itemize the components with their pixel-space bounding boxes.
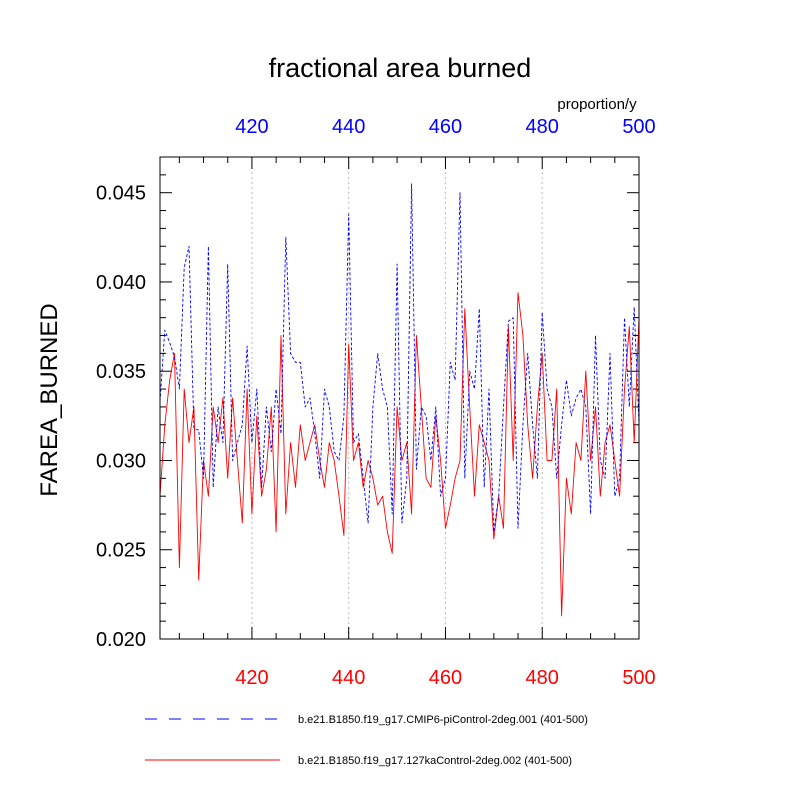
y-axis-label: FAREA_BURNED [36,303,63,496]
series-line-1 [159,183,640,533]
x-tick-label-bottom: 480 [526,667,559,689]
y-tick-label: 0.035 [96,361,146,383]
x-tick-label-bottom: 500 [622,667,655,689]
x-tick-label-top: 480 [526,116,559,138]
legend-label-1: b.e21.B1850.f19_g17.CMIP6-piControl-2deg… [298,714,588,726]
x-tick-label-top: 500 [622,116,655,138]
series-lines [159,183,640,617]
x-tick-label-bottom: 440 [332,667,365,689]
y-tick-label: 0.025 [96,540,146,562]
units-label: proportion/y [557,96,637,113]
legend: b.e21.B1850.f19_g17.CMIP6-piControl-2deg… [145,714,588,767]
legend-label-2: b.e21.B1850.f19_g17.127kaControl-2deg.00… [298,755,572,767]
x-tick-label-top: 420 [235,116,268,138]
chart-title: fractional area burned [269,53,532,83]
grid-lines [251,157,543,639]
axis-ticks: 420 420 440 440 460 460 480 480 500 500 0.020 0.025… [96,116,656,689]
x-tick-label-bottom: 420 [235,667,268,689]
plot-frame [159,156,640,640]
y-tick-label: 0.045 [96,183,146,205]
y-tick-label: 0.040 [96,272,146,294]
x-tick-label-bottom: 460 [429,667,462,689]
series-line-2 [159,292,640,617]
x-tick-label-top: 440 [332,116,365,138]
y-tick-label: 0.020 [96,629,146,651]
x-tick-label-top: 460 [429,116,462,138]
y-tick-label: 0.030 [96,450,146,472]
